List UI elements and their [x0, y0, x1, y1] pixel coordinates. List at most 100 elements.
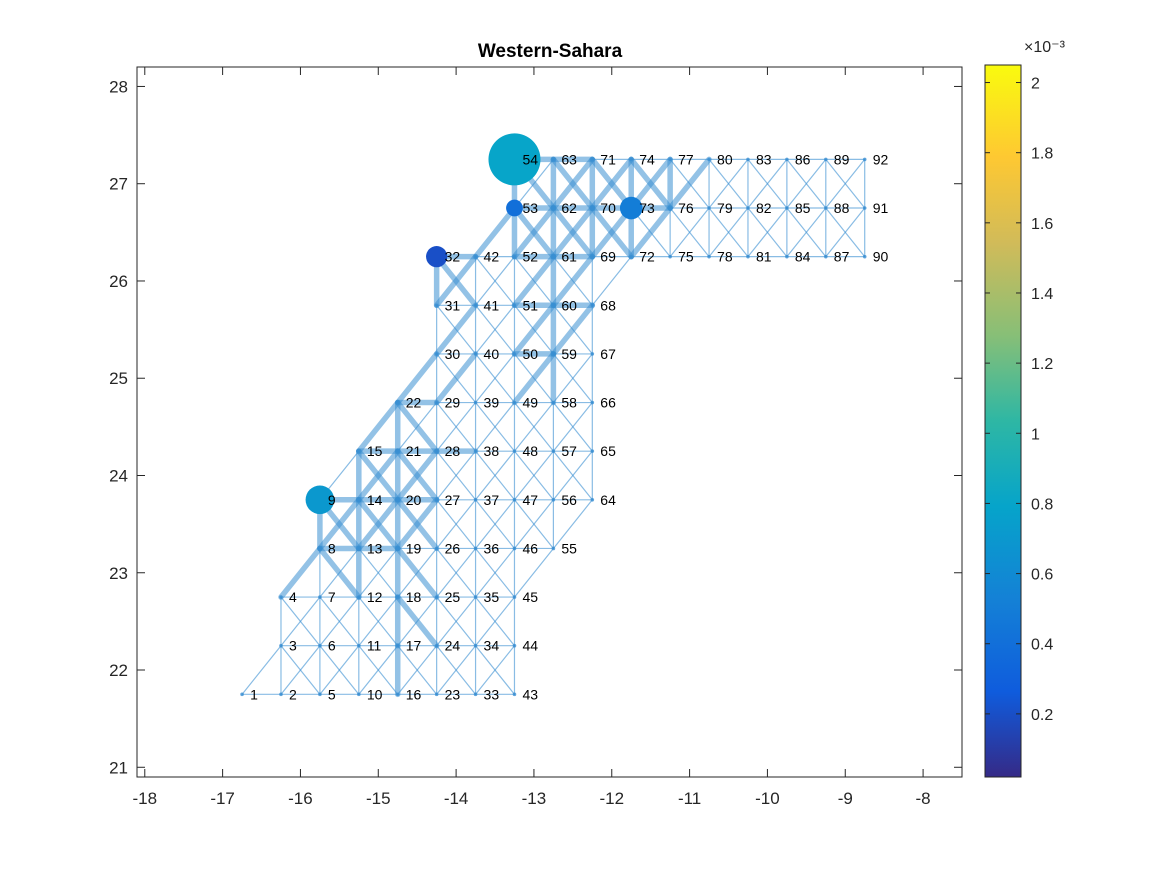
edge-52-60 — [513, 256, 554, 306]
edge-20-26 — [394, 497, 440, 552]
edge-1-3 — [241, 645, 282, 695]
edge-48-56 — [513, 450, 554, 501]
node-38 — [473, 449, 478, 453]
edge-61-68 — [552, 256, 593, 306]
node-45 — [512, 595, 517, 599]
node-label-21: 21 — [406, 443, 422, 459]
node-label-8: 8 — [328, 540, 336, 556]
edge-34-43 — [474, 645, 516, 695]
node-label-33: 33 — [484, 686, 500, 702]
x-tick-label: -13 — [522, 789, 547, 808]
source-markers — [305, 133, 643, 515]
node-label-66: 66 — [600, 395, 616, 411]
node-label-71: 71 — [600, 151, 616, 167]
y-tick-label: 26 — [109, 272, 128, 291]
node-label-31: 31 — [445, 297, 461, 313]
node-4 — [279, 595, 283, 599]
node-label-26: 26 — [445, 540, 461, 556]
node-60 — [551, 303, 556, 308]
node-59 — [551, 352, 556, 356]
node-91 — [862, 206, 867, 210]
edge-76-78 — [669, 207, 710, 258]
node-label-42: 42 — [484, 249, 500, 265]
source-marker-73 — [619, 196, 643, 220]
node-75 — [668, 254, 672, 259]
edge-80-82 — [708, 158, 749, 209]
node-label-62: 62 — [561, 200, 577, 216]
x-tick-label: -16 — [288, 789, 313, 808]
edge-29-38 — [436, 401, 477, 452]
node-87 — [823, 254, 828, 259]
node-label-76: 76 — [678, 200, 694, 216]
y-tick-label: 22 — [109, 661, 128, 680]
node-40 — [473, 352, 478, 356]
node-label-89: 89 — [834, 151, 850, 167]
edge-42-51 — [474, 256, 516, 306]
node-label-86: 86 — [795, 151, 811, 167]
colorbar-tick-label: 2 — [1031, 76, 1040, 93]
node-71 — [590, 157, 595, 162]
node-5 — [318, 692, 322, 697]
node-label-45: 45 — [522, 589, 538, 605]
node-label-10: 10 — [367, 686, 383, 702]
node-label-81: 81 — [756, 249, 772, 265]
edge-15-20 — [356, 448, 401, 503]
node-83 — [746, 157, 750, 162]
edge-18-24 — [394, 594, 440, 649]
edge-51-59 — [513, 304, 554, 355]
node-label-25: 25 — [445, 589, 461, 605]
node-92 — [862, 157, 867, 162]
plot-area: 1 234567891011121314151617181920212223242… — [109, 66, 963, 808]
node-label-51: 51 — [522, 297, 538, 313]
node-label-14: 14 — [367, 492, 383, 508]
node-label-47: 47 — [522, 492, 538, 508]
edge-57-64 — [552, 450, 593, 501]
node-label-36: 36 — [484, 540, 500, 556]
x-tick-label: -9 — [838, 789, 853, 808]
node-49 — [512, 400, 517, 405]
node-label-52: 52 — [522, 249, 538, 265]
node-label-35: 35 — [484, 589, 500, 605]
node-label-37: 37 — [484, 492, 500, 508]
node-55 — [551, 546, 556, 551]
y-tick-label: 25 — [109, 369, 128, 388]
node-23 — [434, 692, 439, 697]
node-label-7: 7 — [328, 589, 336, 605]
node-74 — [629, 157, 634, 162]
node-label-12: 12 — [367, 589, 383, 605]
edge-31-40 — [436, 304, 477, 355]
node-58 — [551, 400, 556, 405]
node-29 — [434, 400, 439, 405]
node-label-63: 63 — [561, 151, 577, 167]
edge-83-85 — [747, 158, 788, 209]
colorbar-tick-label: 0.8 — [1031, 496, 1053, 513]
colorbar-ticks: 0.2 0.4 0.6 0.8 1 1.2 1.4 1.6 1.8 2 — [985, 76, 1053, 724]
node-65 — [590, 449, 595, 453]
node-14 — [357, 498, 361, 502]
node-label-28: 28 — [445, 443, 461, 459]
edge-79-81 — [708, 207, 749, 258]
node-18 — [395, 595, 400, 599]
node-31 — [434, 303, 439, 308]
node-70 — [590, 206, 595, 210]
node-30 — [434, 352, 439, 356]
edge-74-76 — [628, 156, 673, 211]
node-label-84: 84 — [795, 249, 811, 265]
node-84 — [785, 254, 789, 259]
node-label-11: 11 — [367, 638, 382, 654]
node-80 — [707, 157, 711, 162]
node-label-18: 18 — [406, 589, 422, 605]
edge-8-12 — [317, 545, 362, 600]
edge-49-57 — [513, 401, 554, 452]
x-tick-label: -10 — [755, 789, 780, 808]
source-marker-53 — [506, 199, 523, 217]
edge-25-34 — [436, 596, 477, 647]
colorbar-exponent-label: ×10⁻³ — [1024, 39, 1066, 56]
edge-4-6 — [280, 596, 321, 647]
node-47 — [512, 498, 517, 502]
node-label-34: 34 — [484, 638, 500, 654]
edge-63-70 — [550, 156, 596, 211]
node-label-20: 20 — [406, 492, 422, 508]
edge-58-65 — [552, 401, 593, 452]
